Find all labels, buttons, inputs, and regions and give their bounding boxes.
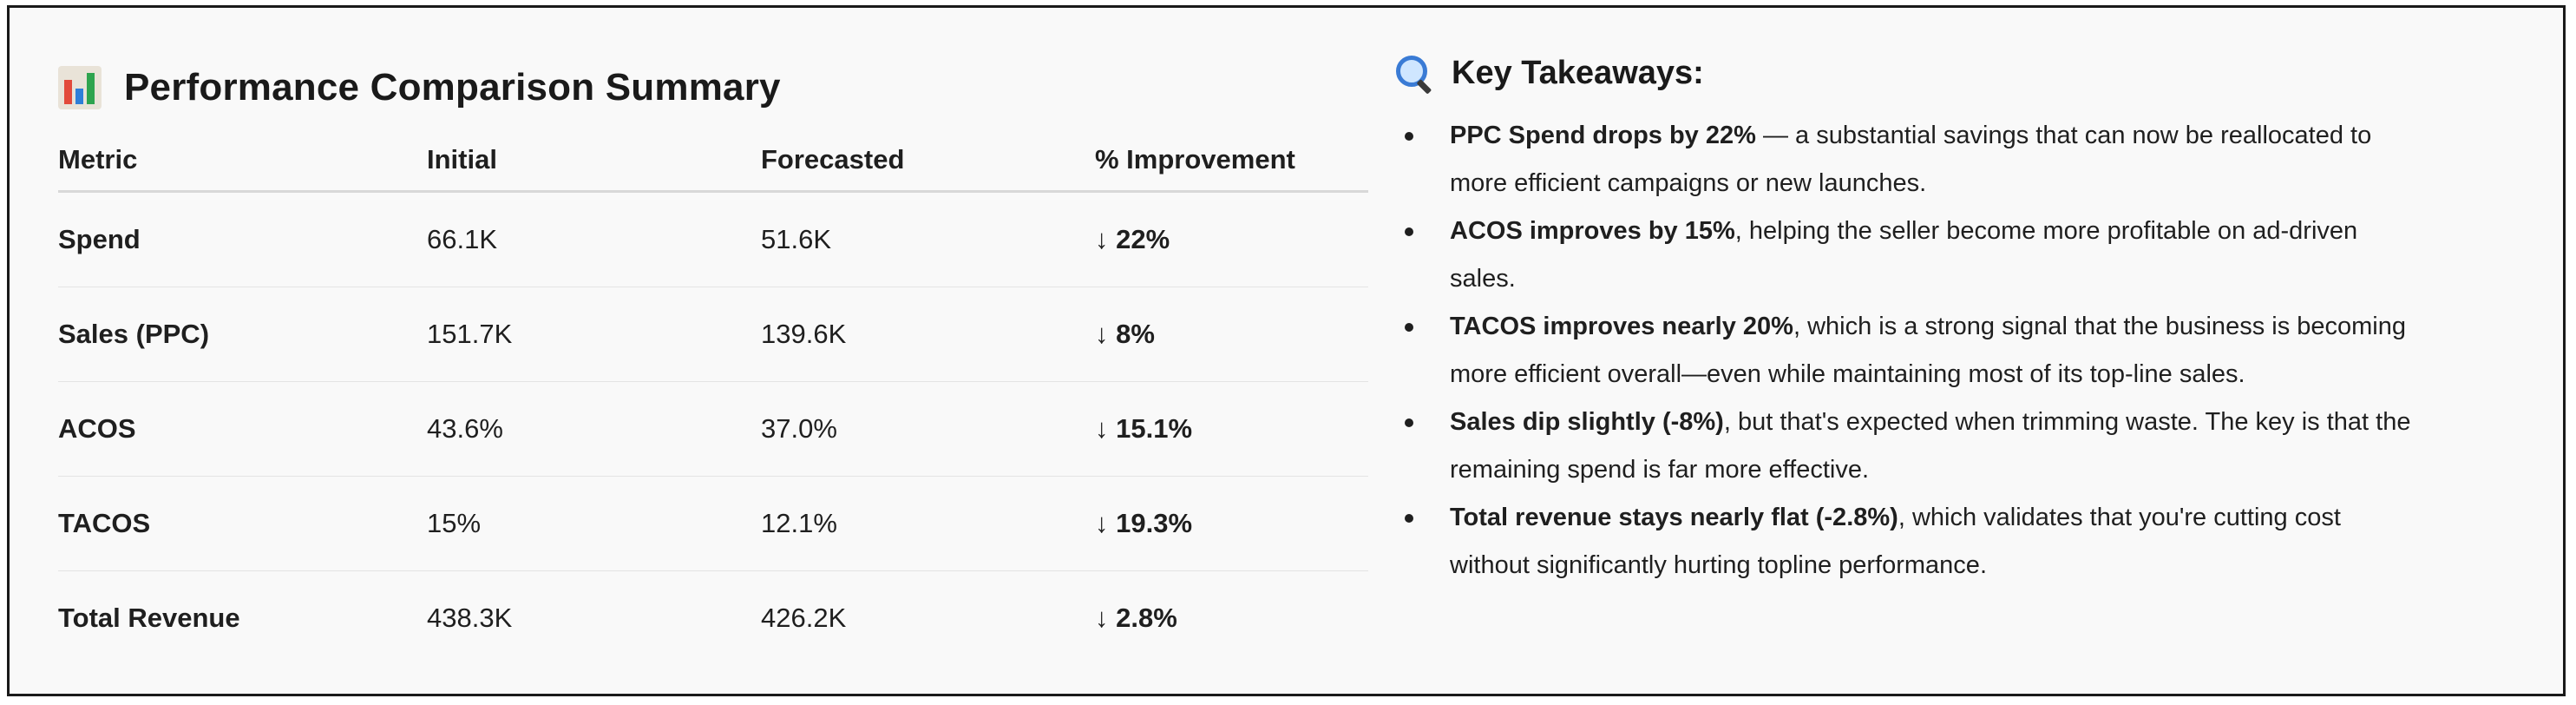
improvement-cell: ↓ 22% — [1095, 191, 1368, 287]
list-item: Sales dip slightly (-8%), but that's exp… — [1394, 399, 2522, 494]
forecasted-cell: 51.6K — [761, 191, 1095, 287]
metric-cell: TACOS — [58, 476, 427, 571]
bullet-icon — [1405, 418, 1413, 427]
takeaways-panel: Key Takeaways: PPC Spend drops by 22% — … — [1394, 43, 2522, 590]
magnifying-glass-icon — [1394, 54, 1432, 95]
column-header-forecasted: Forecasted — [761, 129, 1095, 193]
column-header-metric: Metric — [58, 129, 427, 193]
initial-cell: 438.3K — [427, 603, 513, 633]
takeaway-text: , helping the seller become more profita… — [1734, 217, 2358, 245]
metric-cell: Sales (PPC) — [58, 287, 427, 382]
list-item: Total revenue stays nearly flat (-2.8%),… — [1394, 494, 2522, 590]
table-row: Sales (PPC) 151.7K 139.6K ↓ 8% — [58, 287, 1368, 382]
metric-cell: Total Revenue — [58, 603, 240, 633]
takeaway-text: — a substantial savings that can now be … — [1755, 122, 2372, 149]
list-item: ACOS improves by 15%, helping the seller… — [1394, 208, 2522, 303]
initial-cell: 43.6% — [427, 381, 761, 477]
comparison-table: Metric Initial Forecasted % Improvement … — [58, 129, 1368, 665]
initial-cell: 15% — [427, 476, 761, 571]
forecasted-cell: 37.0% — [761, 381, 1095, 477]
column-header-initial: Initial — [427, 129, 761, 193]
initial-cell: 66.1K — [427, 191, 761, 287]
takeaways-list: PPC Spend drops by 22% — a substantial s… — [1394, 112, 2522, 590]
improvement-cell: ↓ 8% — [1095, 287, 1368, 382]
table-row: Spend 66.1K 51.6K ↓ 22% — [58, 191, 1368, 287]
bullet-icon — [1405, 132, 1413, 141]
takeaway-highlight: Sales dip slightly (-8%) — [1450, 408, 1724, 436]
metric-cell: Spend — [58, 191, 427, 287]
list-item: TACOS improves nearly 20%, which is a st… — [1394, 303, 2522, 399]
list-item: PPC Spend drops by 22% — a substantial s… — [1394, 112, 2522, 208]
takeaway-text-continued: without significantly hurting topline pe… — [1450, 551, 1987, 579]
takeaway-highlight: PPC Spend drops by 22% — [1450, 122, 1756, 149]
bullet-icon — [1405, 514, 1413, 523]
takeaway-text: , which validates that you're cutting co… — [1898, 504, 2341, 531]
comparison-header: Performance Comparison Summary — [58, 53, 1368, 122]
improvement-cell: ↓ 19.3% — [1095, 476, 1368, 571]
takeaway-highlight: TACOS improves nearly 20% — [1450, 313, 1793, 340]
forecasted-cell: 12.1% — [761, 476, 1095, 571]
takeaway-highlight: ACOS improves by 15% — [1450, 217, 1735, 245]
takeaway-text-continued: more efficient campaigns or new launches… — [1450, 169, 1927, 197]
forecasted-cell: 139.6K — [761, 287, 1095, 382]
summary-card: Performance Comparison Summary Metric In… — [7, 5, 2566, 696]
takeaway-text: , which is a strong signal that the busi… — [1793, 313, 2406, 340]
takeaway-text-continued: sales. — [1450, 265, 1516, 293]
comparison-title: Performance Comparison Summary — [124, 66, 781, 109]
column-header-improvement: % Improvement — [1095, 129, 1368, 193]
table-row: TACOS 15% 12.1% ↓ 19.3% — [58, 476, 1368, 571]
takeaway-highlight: Total revenue stays nearly flat (-2.8%) — [1450, 504, 1898, 531]
table-row: ACOS 43.6% 37.0% ↓ 15.1% — [58, 381, 1368, 477]
table-row: Total Revenue 438.3K 426.2K ↓ 2.8% — [58, 571, 1368, 666]
takeaway-text-continued: remaining spend is far more effective. — [1450, 456, 1870, 484]
bullet-icon — [1405, 227, 1413, 236]
takeaway-text-continued: more efficient overall—even while mainta… — [1450, 360, 2245, 388]
forecasted-cell: 426.2K — [761, 603, 847, 633]
metric-cell: ACOS — [58, 381, 427, 477]
bar-chart-icon — [58, 66, 102, 109]
improvement-cell: ↓ 15.1% — [1095, 381, 1368, 477]
bullet-icon — [1405, 323, 1413, 332]
table-header-row: Metric Initial Forecasted % Improvement — [58, 129, 1368, 193]
takeaway-text: , but that's expected when trimming wast… — [1723, 408, 2411, 436]
takeaways-header: Key Takeaways: — [1394, 43, 2522, 103]
initial-cell: 151.7K — [427, 287, 761, 382]
improvement-cell: ↓ 2.8% — [1095, 603, 1177, 633]
comparison-panel: Performance Comparison Summary Metric In… — [58, 53, 1368, 665]
takeaways-title: Key Takeaways: — [1452, 54, 1704, 91]
